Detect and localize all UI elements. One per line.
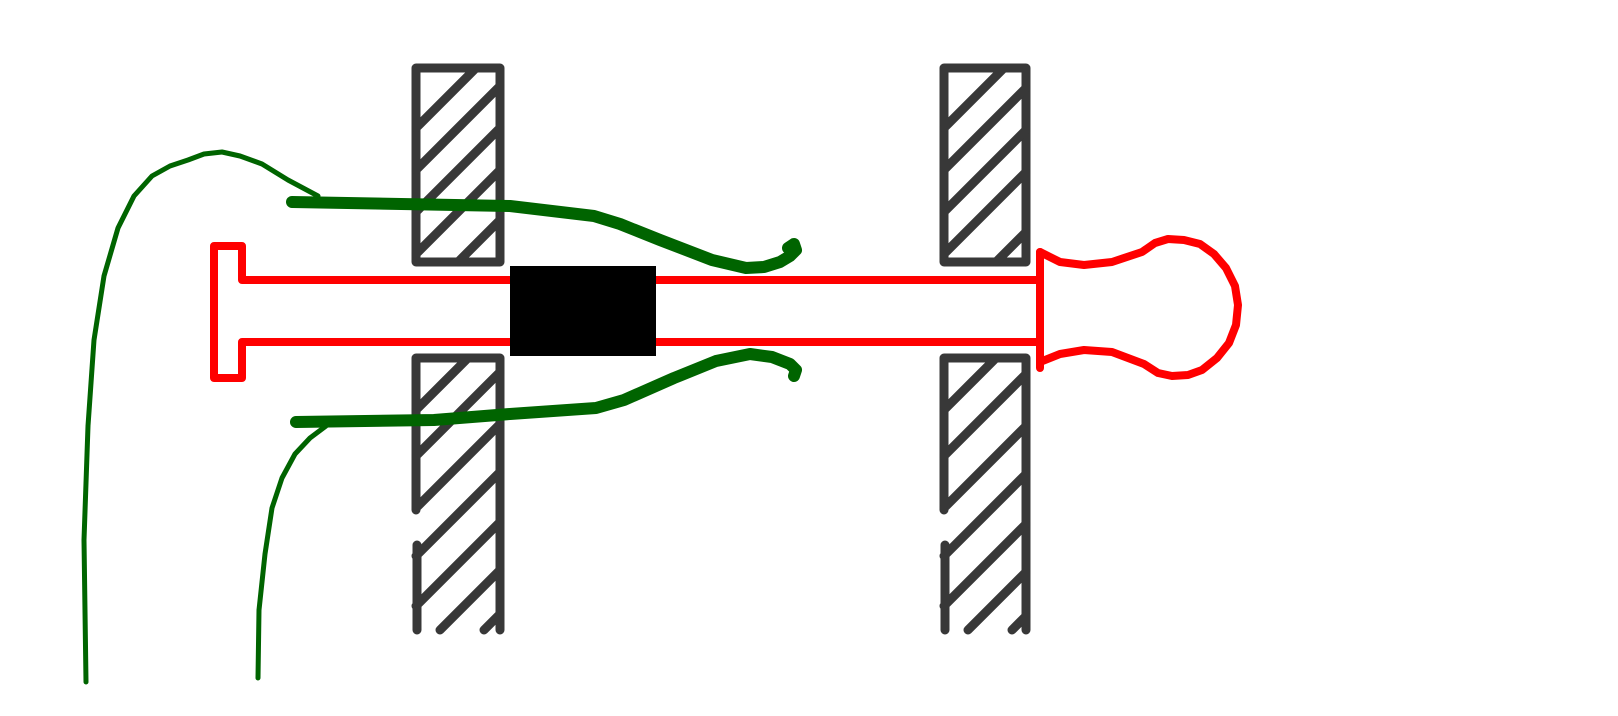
wall-panel-left-lower <box>411 353 505 635</box>
black-block <box>510 266 656 356</box>
wall-panel-right-upper <box>939 63 1031 267</box>
red-tube <box>210 242 1044 382</box>
wall-panel-left-upper <box>411 63 505 267</box>
green-wire-lower <box>255 348 802 681</box>
wall-panel-right-lower <box>939 353 1031 635</box>
green-wire-upper <box>81 149 802 685</box>
red-bulb <box>1036 235 1242 380</box>
